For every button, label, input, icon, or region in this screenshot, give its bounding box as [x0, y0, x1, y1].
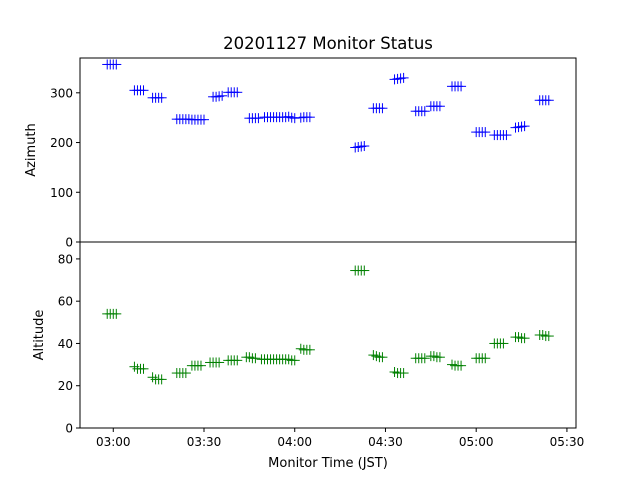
altitude-point	[214, 357, 225, 368]
azimuth-y-tick-label: 300	[50, 86, 73, 100]
azimuth-y-axis-label: Azimuth	[24, 123, 39, 177]
altitude-point	[498, 338, 509, 349]
altitude-y-tick-label: 60	[58, 295, 73, 309]
altitude-point	[456, 360, 467, 371]
azimuth-point	[138, 85, 149, 96]
x-axis-label: Monitor Time (JST)	[268, 456, 388, 471]
azimuth-point	[434, 101, 445, 112]
altitude-point	[195, 360, 206, 371]
azimuth-point	[304, 112, 315, 123]
azimuth-point	[377, 103, 388, 114]
altitude-point	[250, 353, 261, 364]
azimuth-point	[501, 130, 512, 141]
x-tick-label: 04:30	[368, 435, 403, 449]
azimuth-series	[102, 59, 554, 153]
azimuth-y-ticks: 0 100 200 300	[50, 86, 80, 250]
altitude-point	[434, 352, 445, 363]
altitude-y-tick-label: 20	[58, 379, 73, 393]
altitude-point	[180, 368, 191, 379]
altitude-panel: 0 20 40 60 80 03:00 03:30 04:00 04:30 05:00 05:30…	[32, 241, 584, 471]
x-tick-label: 05:30	[550, 435, 585, 449]
azimuth-point	[111, 59, 122, 70]
azimuth-point	[543, 95, 554, 106]
x-tick-label: 05:00	[459, 435, 494, 449]
azimuth-point	[232, 87, 243, 98]
azimuth-point	[456, 81, 467, 92]
azimuth-point	[398, 72, 409, 83]
altitude-y-tick-label: 0	[65, 422, 73, 436]
altitude-point	[289, 355, 300, 366]
x-tick-label: 03:00	[96, 435, 131, 449]
altitude-point	[480, 353, 491, 364]
altitude-y-tick-label: 40	[58, 337, 73, 351]
azimuth-y-tick-label: 100	[50, 186, 73, 200]
altitude-point	[138, 363, 149, 374]
altitude-point	[398, 368, 409, 379]
altitude-plot-frame	[79, 241, 577, 429]
azimuth-y-tick-label: 0	[65, 236, 73, 250]
altitude-point	[111, 308, 122, 319]
time-x-ticks: 03:00 03:30 04:00 04:30 05:00 05:30	[96, 428, 584, 449]
azimuth-panel: 0 100 200 300 Azimuth	[24, 57, 577, 250]
altitude-y-axis-label: Altitude	[32, 310, 47, 361]
altitude-point	[304, 344, 315, 355]
chart-title: 20201127 Monitor Status	[223, 34, 433, 53]
azimuth-point	[359, 141, 370, 152]
x-tick-label: 03:30	[187, 435, 222, 449]
azimuth-point	[519, 121, 530, 132]
altitude-point	[519, 333, 530, 344]
altitude-y-tick-label: 80	[58, 252, 73, 266]
x-tick-label: 04:00	[277, 435, 312, 449]
altitude-point	[232, 355, 243, 366]
azimuth-point	[419, 106, 430, 117]
altitude-y-ticks: 0 20 40 60 80	[58, 252, 80, 436]
azimuth-point	[217, 90, 228, 101]
altitude-point	[359, 265, 370, 276]
azimuth-point	[480, 127, 491, 138]
azimuth-point	[253, 113, 264, 124]
azimuth-point	[199, 114, 209, 125]
altitude-point	[419, 353, 430, 364]
altitude-point	[377, 352, 388, 363]
altitude-series	[102, 265, 554, 385]
altitude-point	[156, 374, 167, 385]
azimuth-y-tick-label: 200	[50, 136, 73, 150]
azimuth-point	[156, 92, 167, 103]
altitude-point	[543, 331, 554, 342]
